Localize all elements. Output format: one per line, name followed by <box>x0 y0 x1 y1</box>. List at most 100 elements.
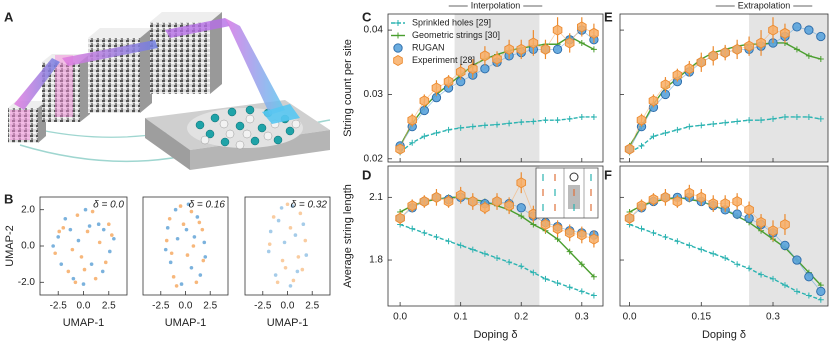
point-marker <box>672 69 683 81</box>
scatter-point <box>298 211 303 216</box>
point-marker <box>445 238 452 245</box>
x-tick-label: 0.3 <box>575 312 589 323</box>
point-marker <box>636 114 647 126</box>
scatter-point <box>275 280 280 285</box>
scatter-point <box>296 255 301 259</box>
point-marker <box>710 121 717 128</box>
point-marker <box>590 46 597 53</box>
point-marker <box>407 200 418 212</box>
annotation: δ = 0.16 <box>189 200 226 211</box>
point-marker <box>552 44 563 55</box>
point-marker <box>528 37 539 49</box>
point-marker <box>660 191 671 203</box>
legend-label: Sprinkled holes [29] <box>412 17 491 27</box>
annotation: δ = 0.32 <box>291 200 328 211</box>
scatter-point <box>181 222 186 227</box>
point-marker <box>722 254 729 261</box>
point-marker <box>589 27 599 39</box>
point-marker <box>770 275 777 282</box>
point-marker <box>720 198 730 210</box>
x-axis-label: UMAP-1 <box>165 317 207 329</box>
shaded-region <box>454 166 540 306</box>
point-marker <box>636 200 647 212</box>
point-marker <box>804 272 814 282</box>
scatter-point <box>174 284 179 288</box>
scatter-point <box>283 265 288 270</box>
point-marker <box>638 142 645 149</box>
point-marker <box>696 191 707 203</box>
point-marker <box>758 117 765 124</box>
point-marker <box>481 122 488 129</box>
point-marker <box>686 242 693 249</box>
scatter-point <box>83 207 88 212</box>
point-marker <box>662 234 669 241</box>
scatter-point <box>191 244 196 248</box>
point-marker <box>468 196 478 208</box>
point-marker <box>542 275 549 282</box>
point-marker <box>734 261 741 268</box>
y-axis-label: Average string length <box>342 184 354 288</box>
x-tick-label: 0.0 <box>623 312 637 323</box>
point-marker <box>564 37 575 49</box>
point-marker <box>792 255 802 265</box>
legend-label: RUGAN <box>412 42 445 52</box>
point-marker <box>648 95 659 107</box>
point-marker <box>492 53 502 65</box>
point-marker <box>722 119 729 126</box>
scatter-point <box>288 226 293 230</box>
point-marker <box>419 196 430 208</box>
scatter-point <box>163 247 168 252</box>
point-marker <box>578 39 585 46</box>
point-marker <box>433 234 440 241</box>
scatter-point <box>203 255 208 259</box>
point-marker <box>480 202 490 214</box>
point-marker <box>518 119 525 126</box>
point-marker <box>540 218 551 231</box>
scatter-point <box>195 215 200 219</box>
point-marker <box>734 118 741 125</box>
legend-marker <box>393 43 403 53</box>
scatter-point <box>293 233 298 237</box>
point-marker <box>421 229 428 236</box>
point-marker <box>780 240 790 251</box>
plot-frame <box>244 196 331 296</box>
y-tick-label: 1.8 <box>369 255 383 266</box>
scatter-point <box>290 204 295 208</box>
scatter-point <box>93 276 98 281</box>
point-marker <box>672 196 683 208</box>
point-marker <box>566 115 573 122</box>
plot-frame <box>619 13 829 163</box>
illustration: A <box>4 9 331 170</box>
point-marker <box>443 76 454 88</box>
point-marker <box>792 22 802 32</box>
point-marker <box>409 225 416 232</box>
point-marker <box>433 130 440 137</box>
scatter-point <box>197 220 202 225</box>
point-marker <box>660 79 671 91</box>
point-marker <box>817 296 824 303</box>
scatter-point <box>184 227 189 232</box>
y-tick-label: 0.0 <box>21 241 35 252</box>
point-marker <box>768 24 778 36</box>
point-marker <box>564 227 575 239</box>
point-marker <box>804 25 814 35</box>
scatter-point <box>73 280 78 285</box>
point-marker <box>554 236 561 243</box>
x-tick-label: 0.0 <box>393 312 407 323</box>
scatter-point <box>106 222 111 227</box>
point-marker <box>781 282 788 289</box>
x-tick-label: 0.1 <box>454 312 468 323</box>
point-marker <box>624 143 635 155</box>
scatter-point <box>179 282 184 286</box>
point-marker <box>577 21 587 33</box>
scatter-point <box>295 269 300 274</box>
point-marker <box>395 212 405 224</box>
scatter-point <box>100 269 105 274</box>
point-marker <box>793 113 800 120</box>
scatter-point <box>280 258 285 263</box>
point-marker <box>518 263 525 270</box>
point-marker <box>443 196 454 208</box>
point-marker <box>648 193 659 205</box>
point-marker <box>624 212 635 224</box>
scatter-point <box>56 235 61 239</box>
